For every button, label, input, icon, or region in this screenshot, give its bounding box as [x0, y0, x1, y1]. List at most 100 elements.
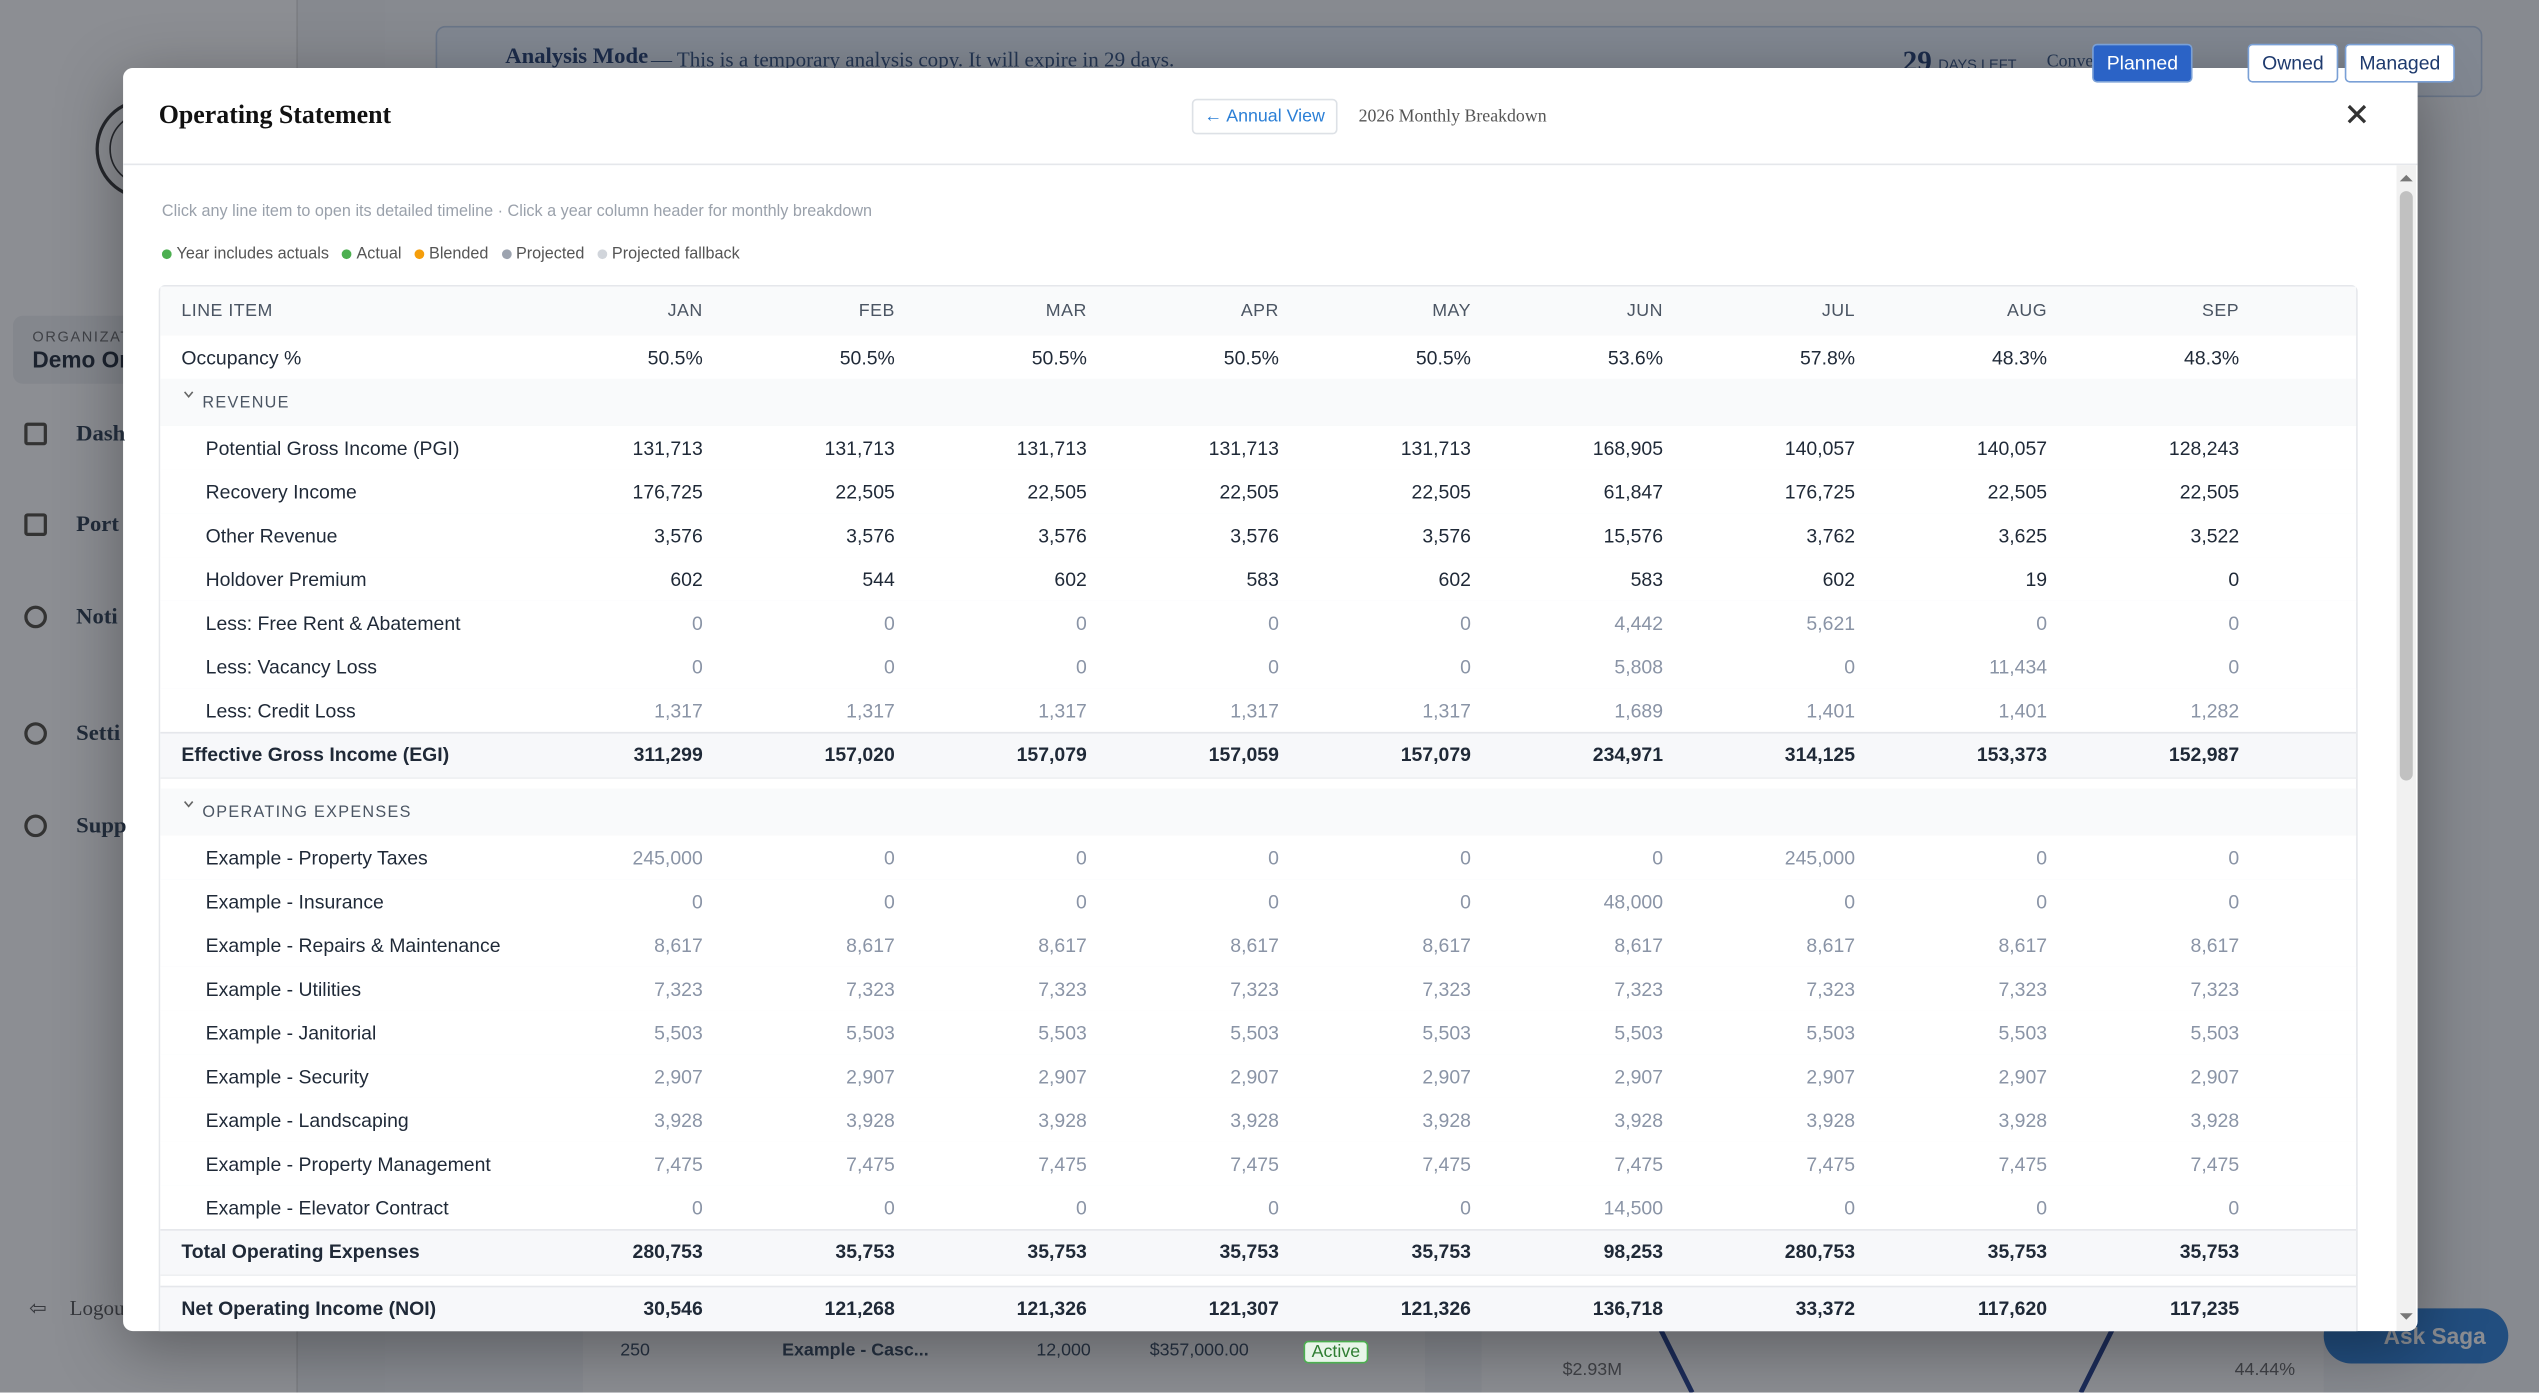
- cell-value[interactable]: 157,020: [824, 742, 895, 766]
- cell-value[interactable]: 7,475: [1230, 1152, 1279, 1175]
- scrollbar-thumb[interactable]: [2399, 191, 2413, 781]
- cell-value[interactable]: 0: [1076, 846, 1087, 869]
- cell-value[interactable]: 1,317: [1038, 698, 1087, 722]
- table-row[interactable]: [160, 600, 2357, 647]
- cell-value[interactable]: 131,713: [824, 436, 895, 460]
- table-row[interactable]: [160, 1185, 2357, 1231]
- cell-value[interactable]: 7,323: [1422, 977, 1471, 1000]
- column-header[interactable]: SEP: [2202, 301, 2240, 321]
- row-label[interactable]: Holdover Premium: [205, 567, 367, 591]
- cell-value[interactable]: 121,326: [1400, 1296, 1471, 1319]
- cell-value[interactable]: 48.3%: [2184, 345, 2240, 369]
- cell-value[interactable]: 50.5%: [839, 345, 895, 369]
- cell-value[interactable]: 0: [1076, 655, 1087, 678]
- cell-value[interactable]: 602: [1438, 567, 1471, 591]
- cell-value[interactable]: 0: [1460, 889, 1471, 913]
- cell-value[interactable]: 3,928: [846, 1108, 895, 1132]
- cell-value[interactable]: 5,503: [1038, 1020, 1087, 1044]
- cell-value[interactable]: 0: [2036, 1195, 2048, 1219]
- cell-value[interactable]: 168,905: [1592, 436, 1664, 460]
- cell-value[interactable]: 5,621: [1806, 611, 1856, 634]
- cell-value[interactable]: 8,617: [654, 933, 703, 957]
- cell-value[interactable]: 0: [2036, 889, 2048, 913]
- row-label[interactable]: Example - Janitorial: [205, 1020, 377, 1044]
- row-label[interactable]: Occupancy %: [181, 345, 302, 369]
- nav-item[interactable]: Supp: [76, 814, 127, 839]
- cell-value[interactable]: 7,323: [846, 977, 895, 1000]
- cell-value[interactable]: 5,503: [1614, 1020, 1664, 1044]
- cell-value[interactable]: 152,987: [2168, 742, 2240, 766]
- table-row[interactable]: [160, 688, 2357, 734]
- cell-value[interactable]: 245,000: [1784, 846, 1856, 869]
- cell-value[interactable]: 7,323: [654, 977, 703, 1000]
- nav-item[interactable]: Setti: [76, 722, 121, 747]
- column-header[interactable]: JAN: [667, 301, 703, 321]
- cell-value[interactable]: 583: [1246, 567, 1279, 591]
- row-label[interactable]: Example - Elevator Contract: [205, 1195, 449, 1219]
- table-row[interactable]: [160, 835, 2357, 881]
- column-header[interactable]: AUG: [2007, 301, 2048, 321]
- cell-value[interactable]: 2,907: [1422, 1064, 1471, 1088]
- cell-value[interactable]: 7,475: [1998, 1152, 2048, 1175]
- cell-value[interactable]: 3,928: [1614, 1108, 1664, 1132]
- cell-value[interactable]: 0: [883, 1195, 895, 1219]
- cell-value[interactable]: 0: [691, 889, 703, 913]
- cell-value[interactable]: 8,617: [1038, 933, 1087, 957]
- scroll-down[interactable]: [2398, 1310, 2414, 1323]
- row-label[interactable]: Example - Repairs & Maintenance: [205, 933, 501, 957]
- table-row[interactable]: [160, 1285, 2357, 1332]
- cell-value[interactable]: 22,505: [1987, 480, 2048, 503]
- cell-value[interactable]: 1,401: [1806, 698, 1856, 722]
- cell-value[interactable]: 15,576: [1603, 523, 1664, 547]
- cell-value[interactable]: 53.6%: [1607, 345, 1664, 369]
- cell-value[interactable]: 35,753: [2179, 1239, 2240, 1263]
- cell-value[interactable]: 0: [2228, 655, 2240, 678]
- cell-value[interactable]: 7,475: [2190, 1152, 2240, 1175]
- cell-value[interactable]: 5,808: [1614, 655, 1664, 678]
- cell-value[interactable]: 61,847: [1603, 480, 1664, 503]
- cell-value[interactable]: 35,753: [1219, 1239, 1279, 1263]
- convert-option[interactable]: Managed: [2344, 43, 2455, 83]
- cell-value[interactable]: 0: [2228, 846, 2240, 869]
- cell-value[interactable]: 50.5%: [1415, 345, 1471, 369]
- cell-value[interactable]: 0: [1460, 1195, 1471, 1219]
- cell-value[interactable]: 7,323: [2190, 977, 2240, 1000]
- cell-value[interactable]: 3,576: [1422, 523, 1471, 547]
- cell-value[interactable]: 176,725: [632, 480, 703, 503]
- cell-value[interactable]: 1,317: [654, 698, 703, 722]
- column-header[interactable]: JUL: [1821, 301, 1856, 321]
- cell-value[interactable]: 117,235: [2169, 1296, 2240, 1319]
- table-row[interactable]: [160, 731, 2357, 779]
- cell-value[interactable]: 0: [2228, 889, 2240, 913]
- cell-value[interactable]: 0: [1076, 611, 1087, 634]
- annual-view-button[interactable]: ← Annual View: [1191, 98, 1338, 135]
- cell-value[interactable]: 3,576: [654, 523, 703, 547]
- cell-value[interactable]: 3,576: [846, 523, 895, 547]
- cell-value[interactable]: 0: [691, 1195, 703, 1219]
- cell-value[interactable]: 3,762: [1806, 523, 1856, 547]
- cell-value[interactable]: 2,907: [1038, 1064, 1087, 1088]
- cell-value[interactable]: 245,000: [632, 846, 703, 869]
- cell-value[interactable]: 234,971: [1592, 742, 1664, 766]
- cell-value[interactable]: 50.5%: [1223, 345, 1279, 369]
- cell-value[interactable]: 0: [1844, 655, 1856, 678]
- cell-value[interactable]: 0: [1268, 611, 1279, 634]
- nav-item[interactable]: Port: [76, 513, 119, 538]
- cell-value[interactable]: 0: [883, 889, 895, 913]
- cell-value[interactable]: 3,576: [1230, 523, 1279, 547]
- cell-value[interactable]: 0: [1076, 1195, 1087, 1219]
- cell-value[interactable]: 2,907: [1806, 1064, 1856, 1088]
- row-label[interactable]: Net Operating Income (NOI): [181, 1296, 437, 1319]
- cell-value[interactable]: 30,546: [643, 1296, 703, 1319]
- table-row[interactable]: [160, 1097, 2357, 1144]
- cell-value[interactable]: 48,000: [1603, 889, 1664, 913]
- cell-value[interactable]: 8,617: [2190, 933, 2240, 957]
- convert-option[interactable]: Planned: [2092, 43, 2193, 83]
- cell-value[interactable]: 0: [883, 655, 895, 678]
- cell-value[interactable]: 3,928: [1998, 1108, 2048, 1132]
- cell-value[interactable]: 7,475: [1038, 1152, 1087, 1175]
- cell-value[interactable]: 1,282: [2190, 698, 2240, 722]
- cell-value[interactable]: 7,323: [1998, 977, 2048, 1000]
- collapse-chevron[interactable]: [183, 389, 194, 398]
- cell-value[interactable]: 544: [862, 567, 895, 591]
